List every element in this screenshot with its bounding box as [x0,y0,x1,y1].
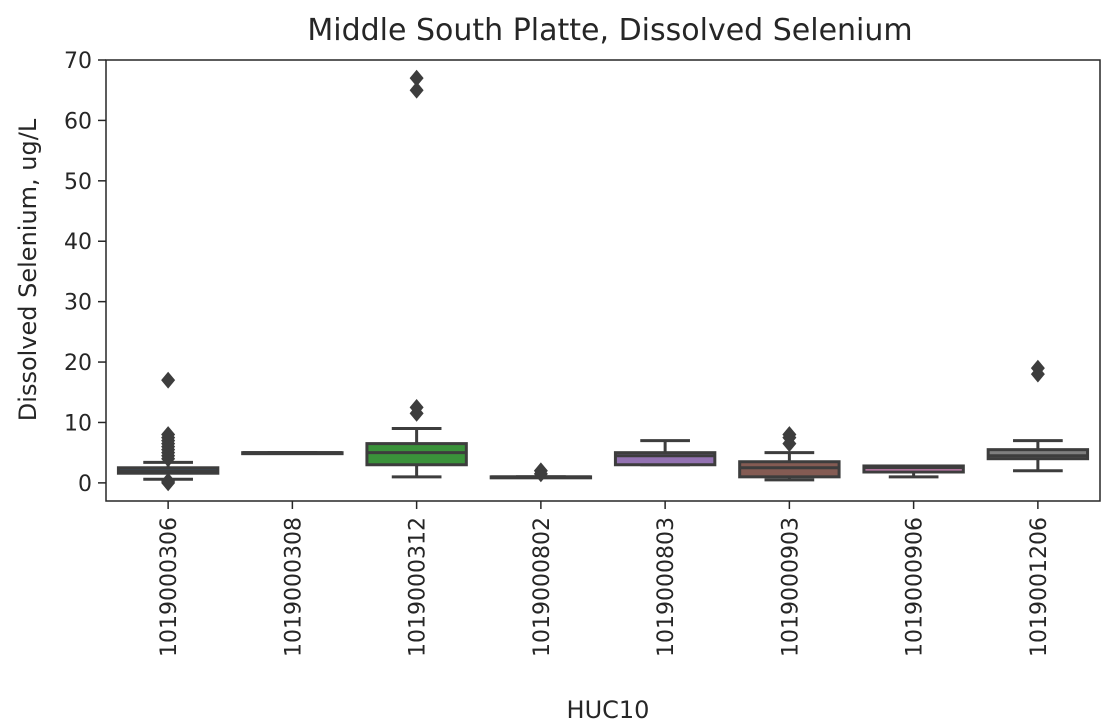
box-group-1019000906 [862,464,965,479]
box-1019000312 [365,442,468,467]
y-tick-label: 50 [64,170,92,195]
box-group-1019000903 [738,426,841,482]
y-tick-label: 10 [64,411,92,436]
x-tick-label-1019000312: 1019000312 [406,517,431,657]
y-tick-label: 20 [64,351,92,376]
outlier-point [533,462,548,480]
x-tick-label-1019000306: 1019000306 [157,517,182,657]
plot-frame [105,59,1101,502]
x-tick-label-1019000802: 1019000802 [530,517,555,657]
outlier-point [409,69,424,87]
box-1019001206 [986,448,1090,461]
outlier-point [161,472,176,490]
y-tick-label: 70 [64,49,92,74]
outlier-point [409,81,424,99]
y-tick-label: 40 [64,230,92,255]
x-tick-label-1019001206: 1019001206 [1027,517,1052,657]
outlier-point [161,371,176,389]
outlier-point [161,426,176,443]
axes: 0 10 20 30 40 50 60 70 1019000306 1019000308 10190… [64,49,1101,657]
box-group-1019001206 [986,359,1090,473]
x-tick-label-1019000903: 1019000903 [778,517,803,657]
plot-area [116,69,1090,492]
box-1019000903 [738,460,841,479]
box-group-1019000306 [116,371,220,492]
y-tick-label: 0 [78,472,92,497]
x-tick-label-1019000803: 1019000803 [654,517,679,657]
box-group-1019000312 [365,69,468,479]
outlier-point [782,426,797,443]
y-tick-label: 30 [64,291,92,316]
box-group-1019000803 [613,439,717,467]
x-tick-label-1019000906: 1019000906 [903,517,928,657]
outlier-point [1030,359,1045,377]
box-group-1019000802 [489,462,593,483]
x-tick-label-1019000308: 1019000308 [281,517,306,657]
box-group-1019000308 [241,451,344,456]
y-tick-label: 60 [64,109,92,134]
x-axis-label: HUC10 [567,696,650,724]
chart-title: Middle South Platte, Dissolved Selenium [307,13,912,48]
y-axis-label: Dissolved Selenium, ug/L [14,118,42,421]
outlier-point [409,398,424,416]
